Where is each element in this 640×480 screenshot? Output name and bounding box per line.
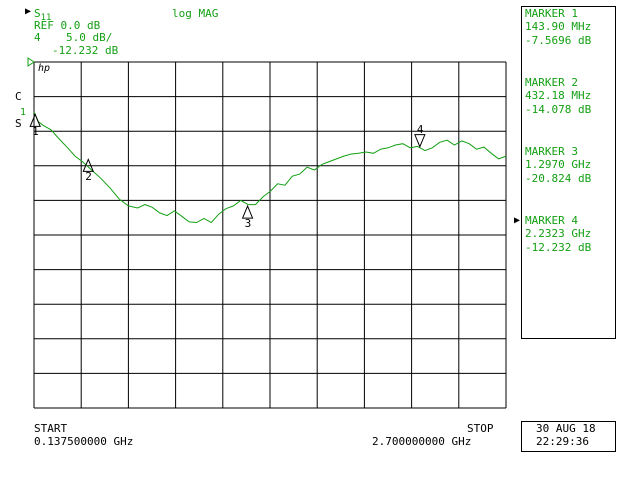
marker-3-value: -20.824 dB (525, 172, 592, 185)
date: 30 AUG 18 (536, 422, 596, 435)
correction-indicator: C (15, 90, 22, 103)
marker-4-value: -12.232 dB (525, 241, 592, 254)
clock-box (521, 421, 616, 452)
marker-2-frequency: 432.18 MHz (525, 89, 592, 102)
marker-4-label: MARKER 4 (525, 214, 578, 227)
time: 22:29:36 (536, 435, 589, 448)
scale-per-div: 5.0 dB/ (66, 31, 113, 44)
marker-1-value: -7.5696 dB (525, 34, 592, 47)
marker-2-number: 2 (85, 170, 92, 184)
marker-1-triangle-icon (29, 113, 41, 127)
marker-4-triangle-icon (414, 134, 426, 148)
marker-1-number: 1 (32, 125, 39, 139)
marker-3-triangle-icon (241, 204, 254, 219)
marker-4-number: 4 (416, 122, 424, 136)
marker-1-frequency: 143.90 MHz (525, 20, 592, 33)
parameter-s11: S11 (34, 8, 51, 24)
start-label: START (34, 422, 68, 435)
stop-frequency: 2.700000000 GHz (372, 435, 472, 448)
marker-3-label: MARKER 3 (525, 145, 578, 158)
smoothing-indicator: S (15, 117, 22, 130)
hp-logo: hp (38, 63, 51, 74)
active-marker-arrow: ▶ (514, 215, 521, 226)
scale-num: 4 (34, 31, 41, 44)
marker-2-triangle-icon (82, 158, 95, 172)
reference-level: REF 0.0 dB (34, 19, 101, 32)
ref-position-marker: 1 (20, 107, 27, 118)
marker-4-frequency: 2.2323 GHz (525, 227, 592, 240)
stop-label: STOP (467, 422, 494, 435)
param-subscript: 11 (40, 13, 52, 24)
marker-2-value: -14.078 dB (525, 103, 592, 116)
active-marker-value: -12.232 dB (52, 44, 119, 57)
reference-position-icon (27, 57, 35, 67)
start-frequency: 0.137500000 GHz (34, 435, 134, 448)
param-letter: S (34, 7, 41, 20)
active-channel-arrow: ▶ (25, 6, 32, 17)
marker-2-label: MARKER 2 (525, 76, 578, 89)
marker-1-label: MARKER 1 (525, 7, 578, 20)
display-format: log MAG (172, 7, 219, 20)
marker-3-frequency: 1.2970 GHz (525, 158, 592, 171)
marker-readout-panel (521, 6, 616, 339)
s11-trace (33, 111, 507, 224)
marker-3-number: 3 (244, 217, 252, 231)
